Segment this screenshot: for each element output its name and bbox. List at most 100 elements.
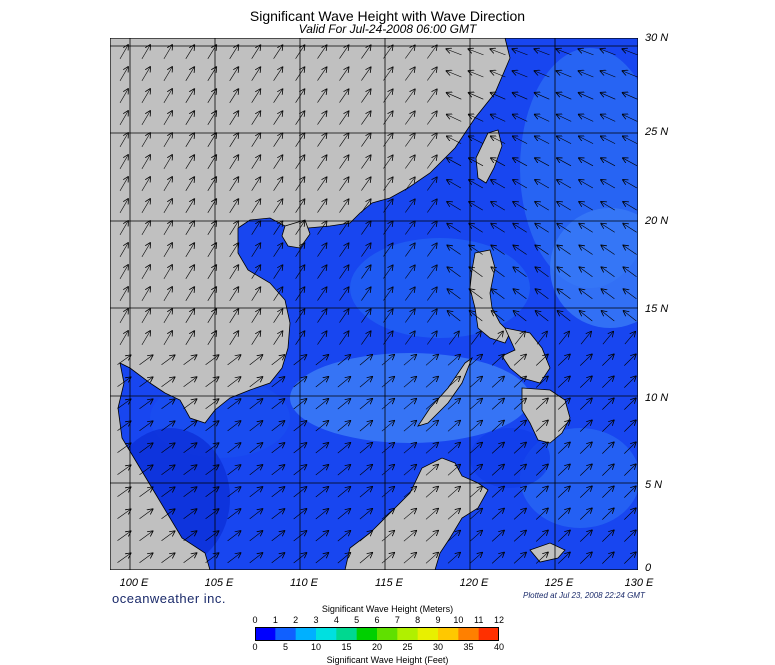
wave-arrow xyxy=(339,243,349,257)
wave-arrow xyxy=(229,309,239,323)
wave-arrow xyxy=(141,45,150,60)
wave-arrow xyxy=(513,71,528,78)
wave-arrow xyxy=(491,399,504,410)
wave-arrow xyxy=(601,158,616,167)
wave-arrow xyxy=(383,134,392,147)
wave-arrow xyxy=(207,89,216,103)
wave-arrow xyxy=(469,465,482,476)
legend-color-step xyxy=(316,627,337,641)
wave-arrow xyxy=(491,509,504,520)
legend-meter-tick: 1 xyxy=(272,615,278,625)
wave-arrow xyxy=(535,93,550,100)
wave-arrow xyxy=(535,202,549,211)
wave-arrow xyxy=(339,199,349,213)
wave-arrow xyxy=(293,421,307,432)
wave-arrow xyxy=(513,93,528,100)
legend-meter-tick: 8 xyxy=(415,615,421,625)
wave-arrow xyxy=(383,68,392,81)
wave-arrow xyxy=(337,443,350,454)
wave-arrow xyxy=(119,243,128,258)
wave-arrow xyxy=(119,45,128,60)
wave-arrow xyxy=(403,531,416,542)
wave-arrow xyxy=(427,244,436,257)
wave-arrow xyxy=(491,49,506,56)
wave-arrow xyxy=(383,156,392,169)
wave-arrow xyxy=(579,552,592,564)
wave-arrow xyxy=(205,531,219,542)
wave-arrow xyxy=(405,134,414,147)
wave-arrow xyxy=(141,89,150,104)
legend-color-step xyxy=(478,627,499,641)
wave-arrow xyxy=(249,465,263,476)
wave-arrow xyxy=(469,202,483,211)
wave-arrow xyxy=(273,155,283,169)
wave-arrow xyxy=(492,311,505,322)
wave-arrow xyxy=(339,331,349,345)
wave-arrow xyxy=(271,487,285,498)
wave-arrow xyxy=(317,221,327,235)
wave-arrow xyxy=(491,377,504,388)
wave-arrow xyxy=(536,311,549,322)
wave-arrow xyxy=(295,199,305,213)
wave-arrow xyxy=(427,68,436,81)
wave-arrow xyxy=(405,46,414,59)
wave-arrow xyxy=(383,244,392,257)
wave-arrow xyxy=(491,71,506,78)
wave-arrow xyxy=(271,531,285,542)
legend-feet-tick: 40 xyxy=(493,642,504,652)
wave-arrow xyxy=(185,133,194,147)
wave-arrow xyxy=(557,553,570,564)
wave-arrow xyxy=(514,332,525,345)
wave-arrow xyxy=(207,331,216,345)
wave-arrow xyxy=(513,246,527,255)
wave-arrow xyxy=(185,45,194,59)
wave-arrow xyxy=(579,442,592,454)
wave-arrow xyxy=(536,267,549,277)
wave-arrow xyxy=(513,421,526,432)
wave-arrow xyxy=(602,289,615,300)
legend-colorbar xyxy=(255,627,499,641)
wave-arrow xyxy=(359,487,372,498)
wave-arrow xyxy=(491,421,504,432)
lon-label-115e: 115 E xyxy=(375,577,403,589)
wave-arrow xyxy=(229,111,239,125)
wave-arrow xyxy=(315,465,328,476)
wave-arrow xyxy=(315,553,328,564)
wave-arrow xyxy=(315,509,328,520)
wave-arrow xyxy=(427,266,436,279)
wave-arrow xyxy=(405,90,414,103)
wave-arrow xyxy=(163,155,172,170)
wave-arrow xyxy=(293,465,307,476)
wave-arrow xyxy=(535,421,548,432)
wave-arrow xyxy=(447,487,460,498)
wave-arrow xyxy=(119,265,128,280)
wave-arrow xyxy=(427,90,436,103)
wave-arrow xyxy=(381,399,394,410)
wave-arrow xyxy=(580,267,593,277)
wave-arrow xyxy=(557,115,572,122)
wave-arrow xyxy=(425,355,438,366)
wave-arrow xyxy=(249,399,263,410)
wave-arrow xyxy=(381,377,394,388)
wave-arrow xyxy=(207,45,216,59)
wave-arrow xyxy=(535,158,550,167)
wave-arrow xyxy=(205,465,219,476)
wave-arrow xyxy=(602,267,615,277)
wave-arrow xyxy=(403,465,416,476)
wave-arrow xyxy=(361,89,370,103)
wave-arrow xyxy=(119,111,128,126)
wave-arrow xyxy=(337,355,350,366)
wave-arrow xyxy=(139,377,153,387)
wave-arrow xyxy=(535,509,548,520)
wave-arrow xyxy=(470,311,483,322)
legend-feet-tick: 10 xyxy=(310,642,321,652)
wave-arrow xyxy=(427,46,436,59)
wave-arrow xyxy=(207,111,216,125)
wave-arrow xyxy=(427,112,436,125)
wave-arrow xyxy=(623,71,638,78)
wave-arrow xyxy=(447,49,462,56)
wave-arrow xyxy=(427,332,436,345)
wave-arrow xyxy=(447,136,462,144)
wave-arrow xyxy=(579,376,592,388)
wave-arrow xyxy=(447,399,460,410)
